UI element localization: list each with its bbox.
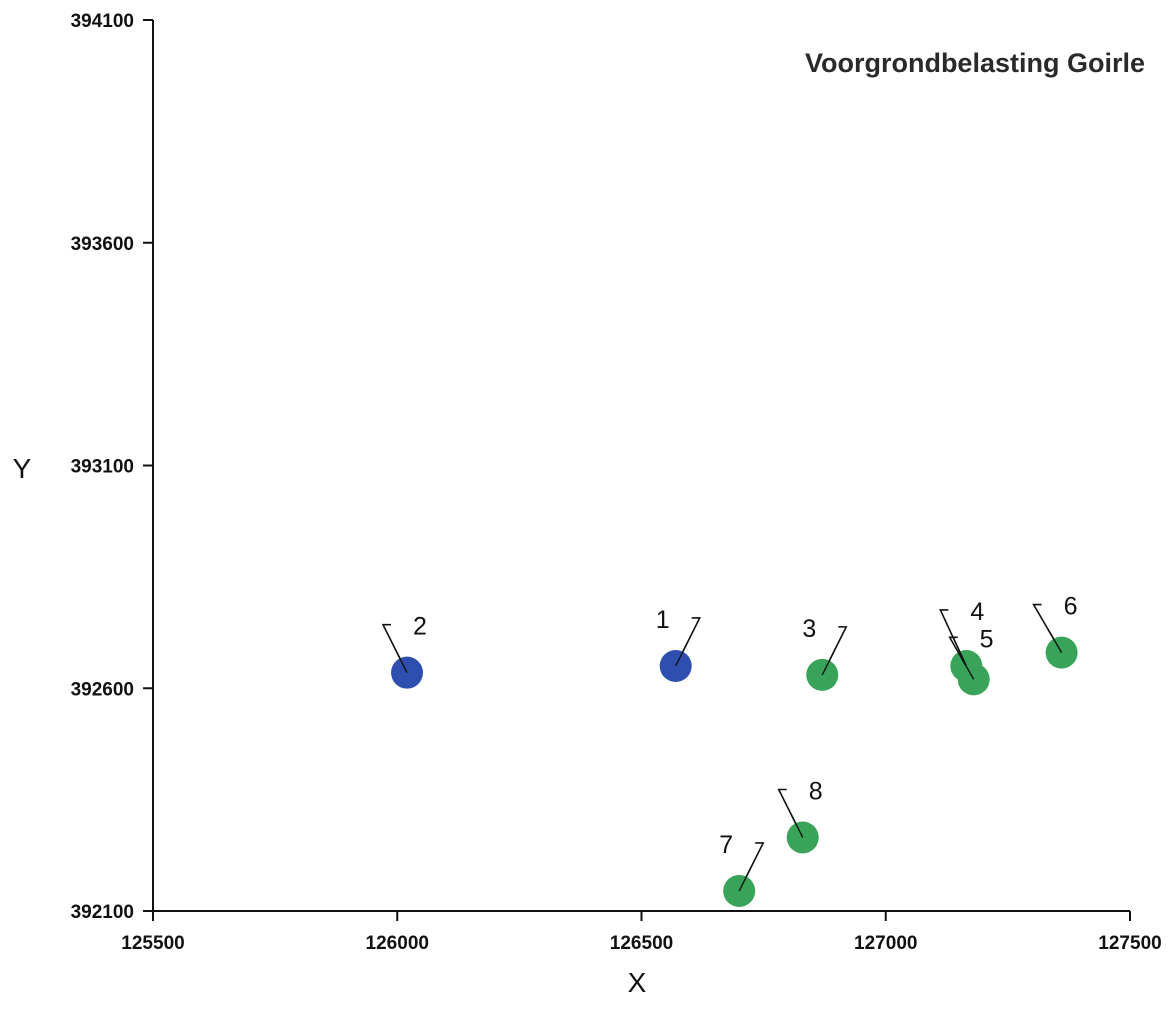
point-label: 8 bbox=[809, 777, 823, 805]
data-points: 1 2 3 45 6 7 8 bbox=[381, 593, 1078, 907]
point-label: 5 bbox=[980, 625, 994, 653]
x-tick-label: 125500 bbox=[121, 933, 184, 954]
axes bbox=[143, 19, 1131, 921]
point-leader-overlay bbox=[790, 813, 804, 838]
point-leader-overlay bbox=[738, 866, 752, 892]
y-tick-label: 392600 bbox=[71, 679, 134, 700]
y-tick-label: 392100 bbox=[71, 902, 134, 923]
point-leader-overlay bbox=[675, 641, 689, 667]
x-tick-label: 126500 bbox=[610, 933, 673, 954]
tick-labels: 125500 126000 126500 127000 127500 394100 3936… bbox=[71, 11, 1162, 954]
chart-title: Voorgrondbelasting Goirle bbox=[805, 48, 1145, 78]
y-tick-label: 394100 bbox=[71, 11, 134, 32]
point-label: 6 bbox=[1064, 593, 1078, 621]
data-point-6: 6 bbox=[1032, 593, 1078, 669]
data-point-8: 8 bbox=[777, 777, 823, 854]
point-label: 7 bbox=[719, 831, 733, 859]
point-label: 4 bbox=[970, 598, 984, 626]
x-axis-title: X bbox=[628, 967, 647, 998]
data-point-3: 3 bbox=[802, 615, 848, 691]
point-label: 1 bbox=[656, 606, 670, 634]
point-leader-overlay bbox=[394, 648, 408, 673]
data-point-5: 5 bbox=[948, 625, 994, 696]
point-leader-overlay bbox=[821, 650, 835, 676]
data-point-7: 7 bbox=[719, 831, 765, 907]
y-tick-label: 393100 bbox=[71, 457, 134, 478]
y-tick-label: 393600 bbox=[71, 234, 134, 255]
point-label: 3 bbox=[802, 615, 816, 643]
data-point-2: 2 bbox=[381, 613, 427, 689]
x-tick-label: 127000 bbox=[854, 933, 917, 954]
point-label: 2 bbox=[413, 613, 427, 641]
data-point-1: 1 bbox=[656, 606, 701, 682]
x-tick-label: 127500 bbox=[1098, 933, 1161, 954]
y-axis-title: Y bbox=[13, 453, 32, 484]
point-leader-overlay bbox=[961, 657, 975, 680]
point-leader-overlay bbox=[1047, 628, 1063, 653]
x-tick-label: 126000 bbox=[366, 933, 429, 954]
